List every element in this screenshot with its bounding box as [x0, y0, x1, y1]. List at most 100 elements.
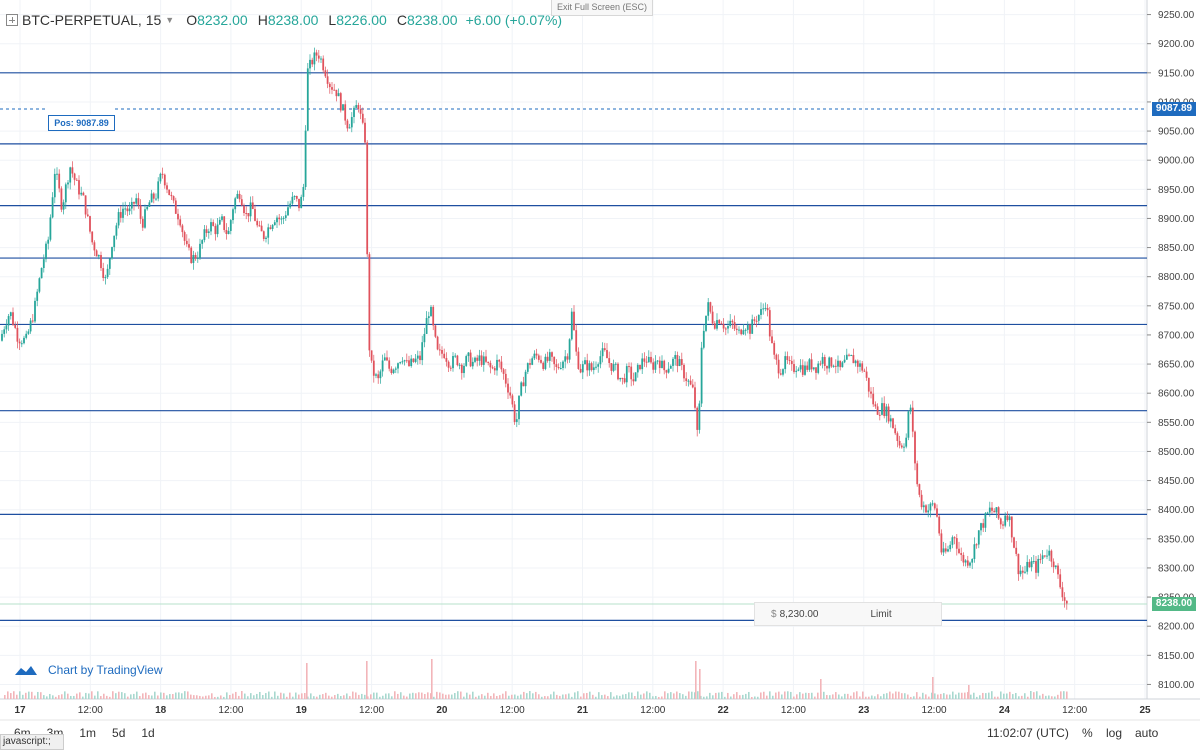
candle-body [280, 218, 283, 220]
candle-body [1041, 555, 1044, 559]
volume-bar [910, 696, 912, 699]
candle-body [608, 358, 611, 364]
auto-scale-button[interactable]: auto [1135, 726, 1159, 740]
candle-body [557, 367, 560, 369]
volume-bar [862, 691, 864, 699]
candle-body [1054, 565, 1057, 568]
volume-bar [385, 693, 387, 699]
volume-bar [520, 694, 522, 699]
candle-body [177, 213, 179, 220]
symbol-name[interactable]: BTC-PERPETUAL, 15 [22, 12, 162, 28]
range-5d[interactable]: 5d [112, 726, 126, 740]
candle-body [958, 548, 960, 554]
candle-body [724, 328, 727, 330]
candle-body [111, 247, 113, 259]
tradingview-branding[interactable]: Chart by TradingView [14, 663, 163, 677]
volume-bar [364, 694, 366, 699]
time-tick-label: 25 [1139, 705, 1151, 716]
candle-body [889, 418, 892, 422]
candle-body [416, 355, 419, 359]
candle-body [533, 353, 536, 359]
volume-bar [1009, 691, 1011, 699]
volume-bar [367, 696, 369, 699]
candle-body [755, 320, 758, 322]
candle-body [78, 180, 80, 195]
time-tick-label: 12:00 [218, 705, 243, 716]
candle-body [801, 365, 804, 375]
exit-fullscreen-button[interactable]: Exit Full Screen (ESC) [551, 0, 653, 16]
candle-body [933, 503, 936, 509]
candle-body [729, 320, 732, 327]
range-1m[interactable]: 1m [79, 726, 97, 740]
candle-body [320, 58, 322, 60]
volume-bar [850, 695, 852, 699]
volume-bar [1006, 693, 1008, 699]
volume-bar [34, 695, 36, 699]
log-scale-button[interactable]: log [1106, 726, 1123, 740]
candle-body [570, 311, 573, 340]
volume-bar [802, 693, 804, 699]
volume-bar [730, 696, 732, 699]
volume-bar [499, 695, 501, 699]
price-tick-label: 9000.00 [1158, 156, 1195, 167]
range-1d[interactable]: 1d [141, 726, 155, 740]
candle-body [960, 553, 963, 555]
position-label[interactable]: Pos: 9087.89 [48, 115, 115, 131]
volume-bar [139, 696, 141, 699]
volume-bar [301, 693, 303, 699]
candle-body [243, 205, 245, 214]
price-tick-label: 9200.00 [1158, 39, 1195, 50]
candle-body [249, 202, 252, 217]
candle-body [513, 404, 516, 422]
percent-scale-button[interactable]: % [1082, 726, 1093, 740]
candle-body [328, 83, 331, 88]
volume-bar [838, 694, 840, 699]
candle-body [947, 549, 949, 552]
volume-bar [55, 696, 57, 699]
volume-bar [214, 696, 216, 699]
volume-bar [43, 695, 45, 699]
candle-body [364, 122, 366, 143]
volume-bar [121, 692, 123, 699]
candle-body [742, 330, 745, 335]
volume-group [4, 659, 1068, 699]
candle-body [995, 507, 998, 513]
volume-bar [61, 694, 63, 699]
candle-body [544, 356, 547, 369]
candle-body [916, 463, 919, 485]
volume-bar [970, 694, 972, 699]
volume-bar [979, 695, 981, 699]
candle-body [1032, 561, 1035, 563]
candle-body [504, 373, 507, 384]
volume-bar [823, 691, 825, 699]
candle-body [408, 360, 410, 366]
candle-body [300, 196, 303, 209]
candle-body [454, 355, 457, 357]
volume-bar [577, 691, 579, 699]
candle-body [126, 208, 129, 212]
volume-bar [64, 691, 66, 699]
candle-body [133, 201, 135, 204]
candle-body [216, 224, 219, 235]
volume-bar [616, 695, 618, 699]
candle-body [291, 196, 294, 204]
volume-bar [652, 696, 654, 699]
volume-bar [196, 695, 198, 699]
volume-bar [406, 696, 408, 699]
candle-body [907, 411, 910, 438]
candle-body [909, 407, 912, 412]
chevron-down-icon[interactable]: ▼ [165, 15, 175, 25]
limit-order-line[interactable]: $ 8,230.00 Limit [754, 602, 942, 626]
candle-body [414, 358, 417, 362]
volume-bar [754, 696, 756, 699]
candle-body [716, 320, 718, 329]
candle-body [399, 362, 402, 364]
plus-square-icon[interactable] [6, 14, 18, 26]
volume-bar [640, 694, 642, 699]
volume-bar [748, 691, 750, 699]
time-display[interactable]: 11:02:07 (UTC) [987, 726, 1069, 740]
volume-bar [724, 696, 726, 699]
price-tick-label: 8650.00 [1158, 360, 1195, 371]
candle-body [1006, 515, 1009, 521]
